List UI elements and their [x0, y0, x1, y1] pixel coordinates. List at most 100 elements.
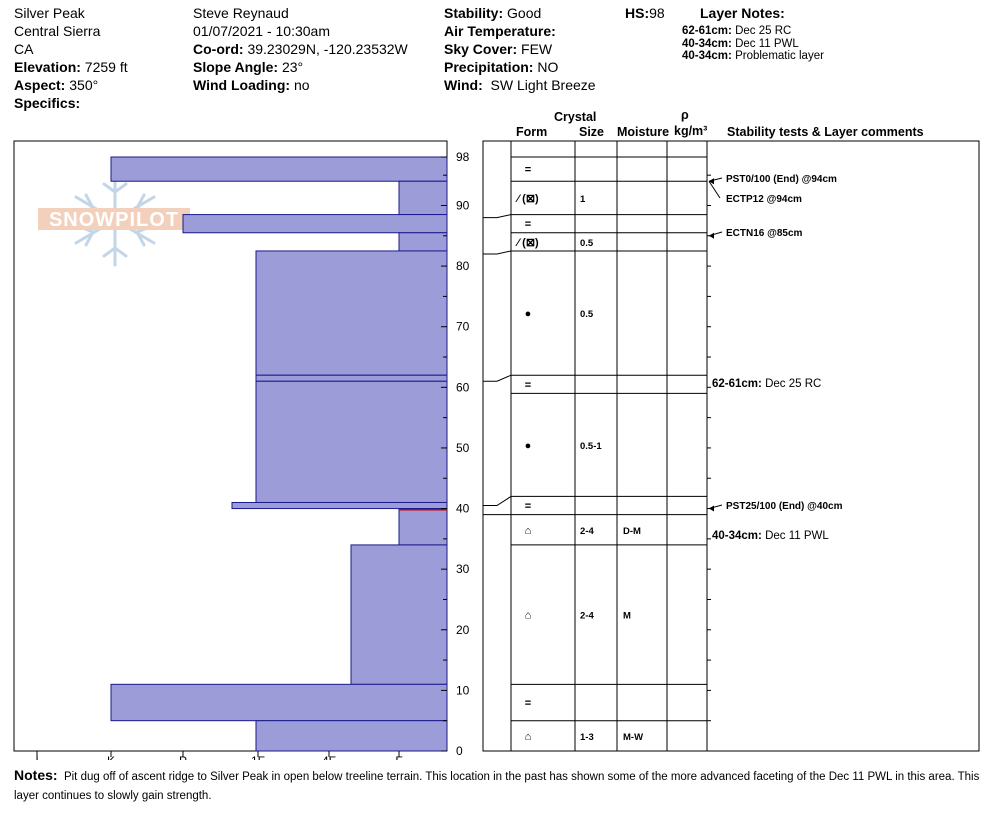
layer-comment-range: 40-34cm:: [712, 530, 765, 542]
hs: HS:98: [625, 4, 665, 22]
range: Central Sierra: [14, 23, 101, 39]
form-symbol: =: [525, 219, 531, 231]
test-arrow: [709, 178, 714, 185]
form-symbol: ⌂: [525, 610, 532, 622]
hardness-bar: [350, 544, 448, 685]
slope-label: Slope Angle:: [193, 59, 279, 75]
coord-label: Co-ord:: [193, 41, 244, 57]
slope-value: 23°: [281, 59, 304, 75]
height-axis: 0 10 20 30 40 50 60 70 80 90 98: [441, 150, 711, 758]
crystal-header: Crystal: [554, 110, 597, 124]
height-tick-label: 40: [456, 502, 470, 516]
height-tick-label: 30: [456, 562, 470, 576]
test-arrow: [709, 505, 714, 512]
height-tick-label: 0: [456, 744, 463, 758]
height-tick-label: 90: [456, 198, 470, 212]
snowpilot-logo: SNOWPILOT: [38, 173, 190, 267]
stability-label: Stability:: [444, 5, 504, 21]
layer-notes-title: Layer Notes:: [700, 5, 785, 21]
elevation-value: 7259 ft: [84, 59, 128, 75]
precipitation: Precipitation: NO: [444, 58, 558, 76]
coordinates: Co-ord: 39.23029N, -120.23532W: [193, 40, 408, 58]
hardness-tick-label: 1F: [251, 754, 265, 760]
stability-test-label: PST25/100 (End) @40cm: [726, 501, 843, 512]
moisture-value: M-W: [623, 732, 643, 743]
wind-value: SW Light Breeze: [490, 77, 596, 93]
elevation-label: Elevation:: [14, 59, 81, 75]
stability-tests: PST0/100 (End) @94cm ECTP12 @94cm ECTN16 @…: [708, 174, 843, 542]
svg-text:SNOWPILOT: SNOWPILOT: [49, 209, 179, 231]
hardness-bar: [231, 501, 448, 510]
air-temperature: Air Temperature:: [444, 22, 556, 40]
air-temp-label: Air Temperature:: [444, 23, 556, 39]
height-tick-label: 98: [456, 150, 470, 164]
coord-value: 39.23029N, -120.23532W: [247, 41, 408, 57]
height-tick-label: 10: [456, 683, 470, 697]
form-symbol: =: [525, 698, 531, 710]
layer-comment: 62-61cm: Dec 25 RC: [712, 378, 821, 390]
form-symbol: ⁄ (⊠): [514, 237, 539, 249]
notes-label: Notes:: [14, 767, 58, 783]
hardness-tick-label: F: [395, 754, 402, 760]
stability-value: Good: [507, 5, 542, 21]
notes: Notes: Pit dug off of ascent ridge to Si…: [14, 766, 989, 806]
hardness-bar: [182, 214, 448, 234]
snow-profile-chart: SNOWPILOT 0 10 20 30 40 50 60 70 80 90 98 I K P 1F 4F F…: [13, 140, 980, 760]
hardness-tick-label: I: [35, 754, 38, 760]
size-value: 2-4: [580, 611, 594, 622]
form-symbol: =: [525, 379, 531, 391]
test-arrow: [709, 232, 714, 239]
elevation: Elevation: 7259 ft: [14, 58, 128, 76]
precip-label: Precipitation:: [444, 59, 534, 75]
hardness-tick-label: K: [107, 754, 115, 760]
form-symbol: ●: [525, 440, 532, 452]
wind-loading-label: Wind Loading:: [193, 77, 291, 93]
size-header: Size: [579, 125, 605, 139]
form-symbol: ⌂: [525, 731, 532, 743]
form-header: Form: [516, 125, 548, 139]
layer-comment-range: 62-61cm:: [712, 378, 765, 390]
form-symbol: =: [525, 164, 531, 176]
row-connector: [483, 250, 512, 255]
layer-comment-text: Dec 11 PWL: [765, 530, 829, 542]
height-tick-label: 70: [456, 320, 470, 334]
aspect-label: Aspect:: [14, 77, 66, 93]
hardness-bar: [255, 374, 448, 382]
hardness-axis: I K P 1F 4F F: [35, 751, 403, 760]
row-connector: [483, 374, 512, 382]
state: CA: [14, 41, 34, 57]
hardness-tick-label: P: [179, 754, 187, 760]
aspect-value: 350°: [69, 77, 99, 93]
stability-test-label: ECTP12 @94cm: [726, 194, 802, 205]
wind-label: Wind:: [444, 77, 483, 93]
density-unit-header: kg/m³: [674, 124, 708, 138]
form-symbol: =: [525, 501, 531, 513]
layer-comment: 40-34cm: Dec 11 PWL: [712, 530, 829, 542]
size-value: 0.5: [580, 309, 594, 320]
height-tick-label: 20: [456, 623, 470, 637]
size-value: 1: [580, 194, 586, 205]
hardness-bar: [398, 232, 448, 252]
specifics: Specifics:: [14, 94, 80, 112]
moisture-value: D-M: [623, 526, 641, 537]
layer-note: 40-34cm: Dec 11 PWL: [682, 37, 799, 50]
layer-comment-text: Dec 25 RC: [765, 378, 821, 390]
hardness-layers: [110, 156, 448, 752]
wind-loading: Wind Loading: no: [193, 76, 310, 94]
form-symbol: ⌂: [525, 525, 532, 537]
form-symbol: ⁄ (⊠): [514, 193, 539, 205]
notes-text: Pit dug off of ascent ridge to Silver Pe…: [14, 771, 980, 802]
hardness-bar: [255, 720, 448, 752]
comments-header: Stability tests & Layer comments: [727, 125, 924, 139]
slope-angle: Slope Angle: 23°: [193, 58, 303, 76]
stability-test-label: PST0/100 (End) @94cm: [726, 174, 837, 185]
rho-header: ρ: [681, 108, 689, 122]
size-value: 2-4: [580, 526, 594, 537]
hardness-bar: [255, 380, 448, 503]
size-value: 0.5-1: [580, 441, 602, 452]
hardness-bar: [110, 683, 448, 722]
test-leader: [708, 180, 721, 199]
datetime: 01/07/2021 - 10:30am: [193, 23, 330, 39]
row-connector: [483, 214, 512, 219]
layer-note: 62-61cm: Dec 25 RC: [682, 25, 792, 37]
